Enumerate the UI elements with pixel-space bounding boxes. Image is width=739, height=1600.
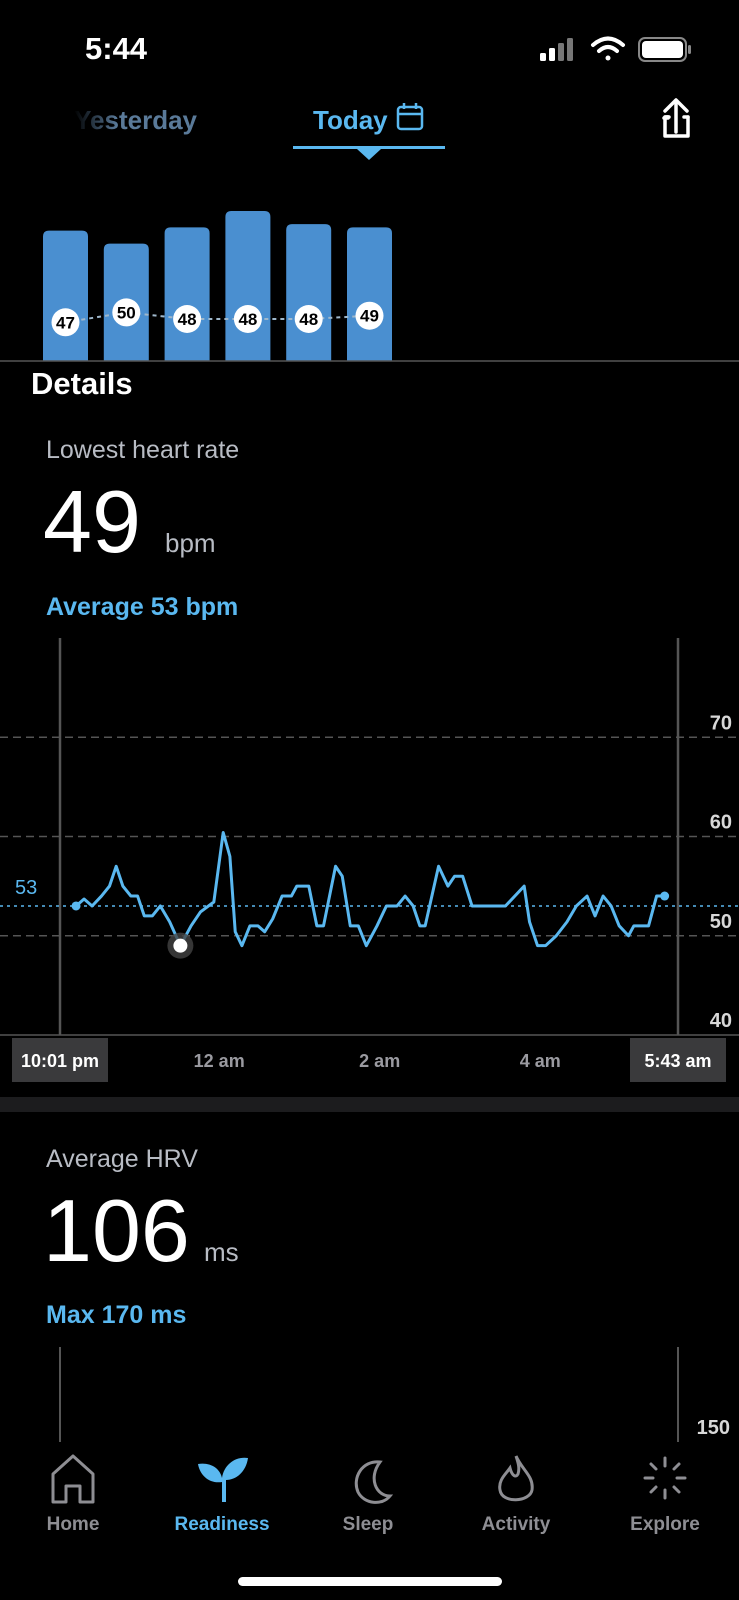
nav-label[interactable]: Activity bbox=[482, 1514, 551, 1535]
section-separator bbox=[0, 1097, 739, 1112]
trend-bar bbox=[347, 227, 392, 361]
status-time: 5:44 bbox=[85, 31, 148, 66]
trend-label: 49 bbox=[360, 307, 379, 326]
trend-bar bbox=[286, 224, 332, 361]
heart-rate-chart: 40 50 60 70 10:01 pm 12 am 2 am 4 am 5:43 am 53 bbox=[0, 638, 739, 1082]
home-indicator bbox=[238, 1577, 502, 1586]
nav-label[interactable]: Readiness bbox=[174, 1514, 269, 1535]
trend-label-bubble bbox=[51, 308, 80, 337]
x-range-box bbox=[12, 1038, 108, 1082]
tab-pointer bbox=[357, 149, 381, 160]
x-tick-label: 5:43 am bbox=[644, 1051, 711, 1071]
nav-label[interactable]: Sleep bbox=[343, 1514, 394, 1535]
activity-icon[interactable] bbox=[498, 1455, 534, 1502]
trend-label: 47 bbox=[56, 313, 75, 332]
calendar-icon[interactable] bbox=[396, 103, 424, 131]
tab-today[interactable]: Today bbox=[313, 105, 388, 135]
metric-unit: bpm bbox=[165, 528, 216, 558]
home-icon[interactable] bbox=[51, 1454, 95, 1504]
x-tick-label: 4 am bbox=[520, 1051, 561, 1071]
trend-label-bubble bbox=[112, 298, 141, 327]
wifi-icon bbox=[591, 36, 625, 61]
battery-icon bbox=[638, 37, 691, 62]
tab-indicator bbox=[293, 146, 445, 149]
hrv-max-label: Max 170 ms bbox=[46, 1301, 186, 1329]
hrv-y-tick-label: 150 bbox=[697, 1417, 730, 1439]
trend-label-bubble bbox=[173, 305, 202, 333]
lowest-marker bbox=[173, 938, 188, 953]
nav-labels: Home Readiness Sleep Activity Explore bbox=[47, 1514, 700, 1535]
hrv-title: Average HRV bbox=[46, 1145, 198, 1173]
trend-label: 48 bbox=[178, 310, 197, 329]
average-tick-label: 53 bbox=[15, 877, 37, 899]
y-tick-label: 40 bbox=[710, 1010, 732, 1032]
x-tick-label: 12 am bbox=[194, 1051, 245, 1071]
y-tick-label: 50 bbox=[710, 911, 732, 933]
endpoint-dot bbox=[660, 891, 670, 901]
nav-label[interactable]: Home bbox=[47, 1514, 100, 1535]
explore-icon[interactable] bbox=[643, 1456, 687, 1500]
metric-value: 49 bbox=[43, 472, 141, 571]
trend-bar bbox=[225, 211, 271, 361]
y-tick-label: 60 bbox=[710, 812, 732, 834]
trend-label: 48 bbox=[299, 310, 318, 329]
trend-label: 48 bbox=[238, 310, 257, 329]
trend-bar bbox=[164, 227, 210, 361]
x-tick-label: 10:01 pm bbox=[21, 1051, 99, 1071]
signal-icon bbox=[540, 38, 573, 61]
nav-label[interactable]: Explore bbox=[630, 1514, 700, 1535]
trend-chart: 47 50 48 48 48 49 bbox=[43, 211, 392, 361]
hrv-value: 106 bbox=[43, 1181, 190, 1280]
x-tick-label: 2 am bbox=[359, 1051, 400, 1071]
endpoint-dot bbox=[71, 901, 81, 911]
nav-bar bbox=[0, 1442, 739, 1600]
share-button[interactable] bbox=[662, 98, 690, 138]
sleep-icon[interactable] bbox=[354, 1460, 394, 1504]
heart-rate-line bbox=[75, 831, 665, 948]
trend-label: 50 bbox=[117, 303, 136, 322]
readiness-icon[interactable] bbox=[198, 1457, 248, 1502]
section-title: Details bbox=[31, 366, 133, 401]
tab-yesterday[interactable]: Yesterday bbox=[74, 105, 197, 135]
metric-title: Lowest heart rate bbox=[46, 436, 239, 464]
trend-label-bubble bbox=[233, 305, 262, 333]
hrv-unit: ms bbox=[204, 1237, 239, 1267]
trend-label-bubble bbox=[294, 305, 323, 333]
trend-bar bbox=[43, 230, 88, 361]
x-range-box bbox=[630, 1038, 726, 1082]
average-label: Average 53 bpm bbox=[46, 593, 238, 621]
y-tick-label: 70 bbox=[710, 712, 732, 734]
trend-label-bubble bbox=[355, 301, 384, 330]
